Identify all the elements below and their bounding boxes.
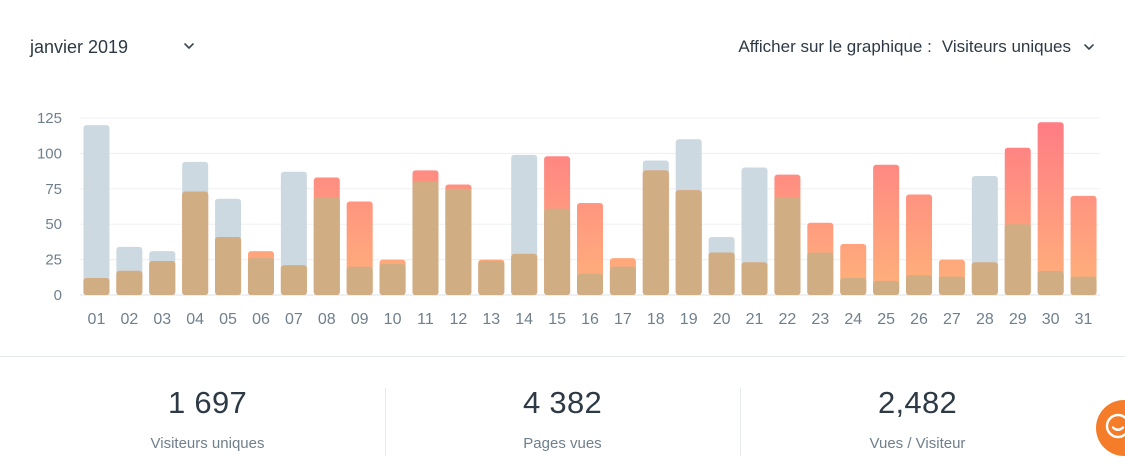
bar-overlap[interactable] — [478, 261, 505, 295]
stat-unique-visitors: 1 697 Visiteurs uniques — [30, 358, 385, 469]
x-tick-label: 19 — [680, 311, 698, 328]
bar-overlap[interactable] — [280, 265, 307, 295]
stat-page-views: 4 382 Pages vues — [385, 358, 740, 469]
bar-overlap[interactable] — [708, 252, 735, 295]
bar-overlap[interactable] — [182, 191, 209, 295]
bar-overlap[interactable] — [445, 188, 472, 295]
x-tick-label: 12 — [449, 311, 467, 328]
x-tick-label: 26 — [910, 311, 928, 328]
x-tick-label: 27 — [943, 311, 961, 328]
metric-selector-value: Visiteurs uniques — [941, 37, 1071, 56]
x-tick-label: 03 — [153, 311, 171, 328]
stat-value: 2,482 — [877, 385, 958, 420]
bar-overlap[interactable] — [840, 278, 867, 295]
bar-previous-period[interactable] — [83, 125, 110, 295]
x-tick-label: 25 — [877, 311, 895, 328]
bar-overlap[interactable] — [642, 170, 669, 295]
bar-overlap[interactable] — [544, 208, 571, 295]
x-tick-label: 24 — [844, 311, 862, 328]
bar-current-period[interactable] — [1070, 195, 1097, 295]
x-tick-label: 10 — [384, 311, 402, 328]
x-tick-label: 16 — [581, 311, 599, 328]
bar-overlap[interactable] — [675, 190, 702, 295]
bar-overlap[interactable] — [1004, 224, 1031, 295]
x-tick-label: 07 — [285, 311, 303, 328]
stats-row: 1 697 Visiteurs uniques 4 382 Pages vues… — [30, 358, 1095, 469]
bar-overlap[interactable] — [149, 261, 176, 295]
chevron-down-icon — [1084, 44, 1094, 50]
month-selector[interactable]: janvier 2019 — [30, 34, 205, 60]
bar-overlap[interactable] — [511, 253, 538, 295]
x-tick-label: 21 — [746, 311, 764, 328]
x-tick-label: 18 — [647, 311, 665, 328]
x-tick-label: 30 — [1042, 311, 1060, 328]
x-tick-label: 28 — [976, 311, 994, 328]
bar-previous-period[interactable] — [280, 171, 307, 295]
x-tick-label: 20 — [713, 311, 731, 328]
chevron-down-icon — [184, 43, 194, 49]
bar-overlap[interactable] — [247, 258, 274, 295]
y-tick-label: 0 — [54, 287, 62, 304]
chart-header: janvier 2019 Afficher sur le graphique :… — [0, 0, 1125, 95]
x-tick-label: 06 — [252, 311, 270, 328]
stat-views-per-visitor: 2,482 Vues / Visiteur — [740, 358, 1095, 469]
bar-overlap[interactable] — [971, 262, 998, 295]
chat-icon — [1105, 413, 1125, 439]
y-tick-label: 50 — [45, 216, 62, 233]
metric-selector-prefix: Afficher sur le graphique : — [738, 37, 932, 56]
chat-button[interactable] — [1096, 400, 1125, 456]
bar-overlap[interactable] — [346, 266, 373, 295]
x-tick-label: 31 — [1075, 311, 1093, 328]
y-tick-label: 75 — [45, 181, 62, 198]
y-tick-label: 25 — [45, 252, 62, 269]
bar-overlap[interactable] — [313, 197, 340, 295]
stat-label: Pages vues — [523, 435, 602, 452]
x-tick-label: 11 — [417, 311, 434, 328]
bar-overlap[interactable] — [379, 263, 406, 295]
bar-overlap[interactable] — [774, 197, 801, 295]
bar-overlap[interactable] — [1070, 276, 1097, 295]
section-divider — [0, 356, 1125, 357]
y-tick-label: 125 — [37, 110, 62, 127]
bar-overlap[interactable] — [906, 275, 933, 295]
x-tick-label: 22 — [779, 311, 797, 328]
x-tick-label: 02 — [120, 311, 138, 328]
bar-current-period[interactable] — [1037, 122, 1064, 295]
metric-selector[interactable]: Afficher sur le graphique : Visiteurs un… — [738, 34, 1095, 60]
bar-chart: 0 25 50 75 100 125 01 02 03 04 05 06 07 08 09 10 11 12 13… — [37, 110, 1100, 328]
x-tick-label: 29 — [1009, 311, 1027, 328]
stat-label: Visiteurs uniques — [150, 435, 265, 452]
bar-overlap[interactable] — [577, 273, 603, 295]
x-tick-label: 09 — [351, 311, 369, 328]
x-tick-label: 23 — [811, 311, 829, 328]
bar-overlap[interactable] — [412, 181, 439, 295]
x-tick-label: 15 — [548, 311, 566, 328]
x-tick-label: 13 — [482, 311, 500, 328]
bar-overlap[interactable] — [741, 262, 768, 295]
x-tick-label: 14 — [515, 311, 533, 328]
bar-current-period[interactable] — [906, 194, 933, 295]
x-tick-label: 01 — [88, 311, 106, 328]
bar-overlap[interactable] — [215, 236, 242, 295]
bar-current-period[interactable] — [873, 164, 900, 295]
bar-overlap[interactable] — [116, 270, 143, 295]
stat-value: 1 697 — [167, 385, 248, 420]
x-tick-label: 04 — [186, 311, 204, 328]
bar-overlap[interactable] — [1037, 270, 1064, 295]
bar-overlap[interactable] — [873, 280, 900, 295]
bar-current-period[interactable] — [577, 202, 603, 295]
x-tick-label: 17 — [614, 311, 632, 328]
stat-value: 4 382 — [522, 385, 603, 420]
bar-overlap[interactable] — [609, 266, 636, 295]
x-tick-label: 05 — [219, 311, 237, 328]
x-tick-label: 08 — [318, 311, 336, 328]
y-tick-label: 100 — [37, 145, 62, 162]
bar-overlap[interactable] — [807, 252, 834, 295]
bar-overlap[interactable] — [83, 278, 110, 295]
stat-label: Vues / Visiteur — [869, 435, 966, 452]
bar-overlap[interactable] — [938, 276, 965, 295]
month-label: janvier 2019 — [30, 36, 129, 57]
